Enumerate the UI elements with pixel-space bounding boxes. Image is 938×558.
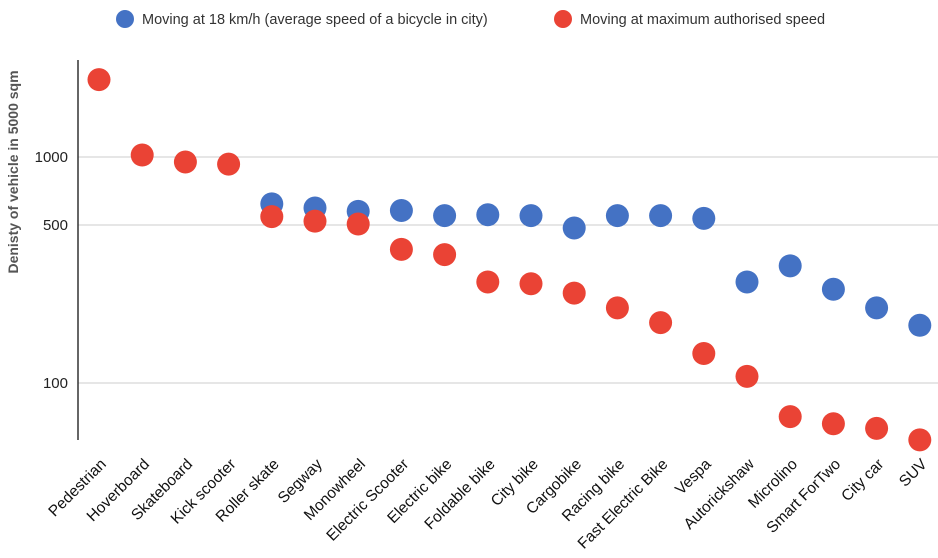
red-point-smart-fortwo bbox=[821, 412, 845, 436]
blue-point-foldable-bike bbox=[476, 203, 500, 227]
legend-label-blue: Moving at 18 km/h (average speed of a bi… bbox=[142, 12, 488, 28]
red-point-microlino bbox=[778, 405, 802, 429]
red-point-electric-scooter bbox=[389, 237, 413, 261]
red-point-electric-bike bbox=[433, 243, 457, 267]
blue-point-suv bbox=[908, 313, 932, 337]
red-point-cargobike bbox=[562, 281, 586, 305]
red-point-racing-bike bbox=[605, 296, 629, 320]
blue-point-autorickshaw bbox=[735, 270, 759, 294]
data-points bbox=[87, 68, 932, 452]
blue-point-racing-bike bbox=[605, 204, 629, 228]
red-point-skateboard bbox=[173, 150, 197, 174]
red-point-fast-electric-bike bbox=[649, 311, 673, 335]
red-point-foldable-bike bbox=[476, 270, 500, 294]
blue-point-vespa bbox=[692, 206, 716, 230]
legend-marker-red bbox=[554, 10, 572, 28]
y-tick-1000: 1000 bbox=[35, 149, 68, 166]
y-tick-100: 100 bbox=[43, 375, 68, 392]
blue-point-city-bike bbox=[519, 204, 543, 228]
legend-marker-blue bbox=[116, 10, 134, 28]
blue-point-electric-scooter bbox=[389, 198, 413, 222]
blue-point-smart-fortwo bbox=[821, 277, 845, 301]
blue-point-microlino bbox=[778, 254, 802, 278]
x-label-city-car: City car bbox=[838, 456, 887, 505]
blue-point-electric-bike bbox=[433, 204, 457, 228]
red-point-hoverboard bbox=[130, 143, 154, 167]
red-point-roller-skate bbox=[260, 205, 284, 229]
blue-point-cargobike bbox=[562, 216, 586, 240]
red-point-vespa bbox=[692, 342, 716, 366]
red-point-city-car bbox=[865, 416, 889, 440]
red-point-city-bike bbox=[519, 272, 543, 296]
x-label-suv: SUV bbox=[896, 455, 931, 490]
y-axis-label: Denisty of vehicle in 5000 sqm bbox=[5, 70, 21, 273]
blue-point-fast-electric-bike bbox=[649, 204, 673, 228]
y-tick-labels: 100 500 1000 bbox=[35, 149, 68, 392]
red-point-suv bbox=[908, 428, 932, 452]
red-point-autorickshaw bbox=[735, 364, 759, 388]
red-point-segway bbox=[303, 209, 327, 233]
red-point-monowheel bbox=[346, 212, 370, 236]
gridlines bbox=[78, 156, 938, 384]
blue-point-city-car bbox=[865, 296, 889, 320]
red-point-pedestrian bbox=[87, 68, 111, 92]
legend: Moving at 18 km/h (average speed of a bi… bbox=[116, 10, 825, 28]
red-point-kick-scooter bbox=[217, 152, 241, 176]
y-tick-500: 500 bbox=[43, 217, 68, 234]
legend-label-red: Moving at maximum authorised speed bbox=[580, 12, 825, 28]
